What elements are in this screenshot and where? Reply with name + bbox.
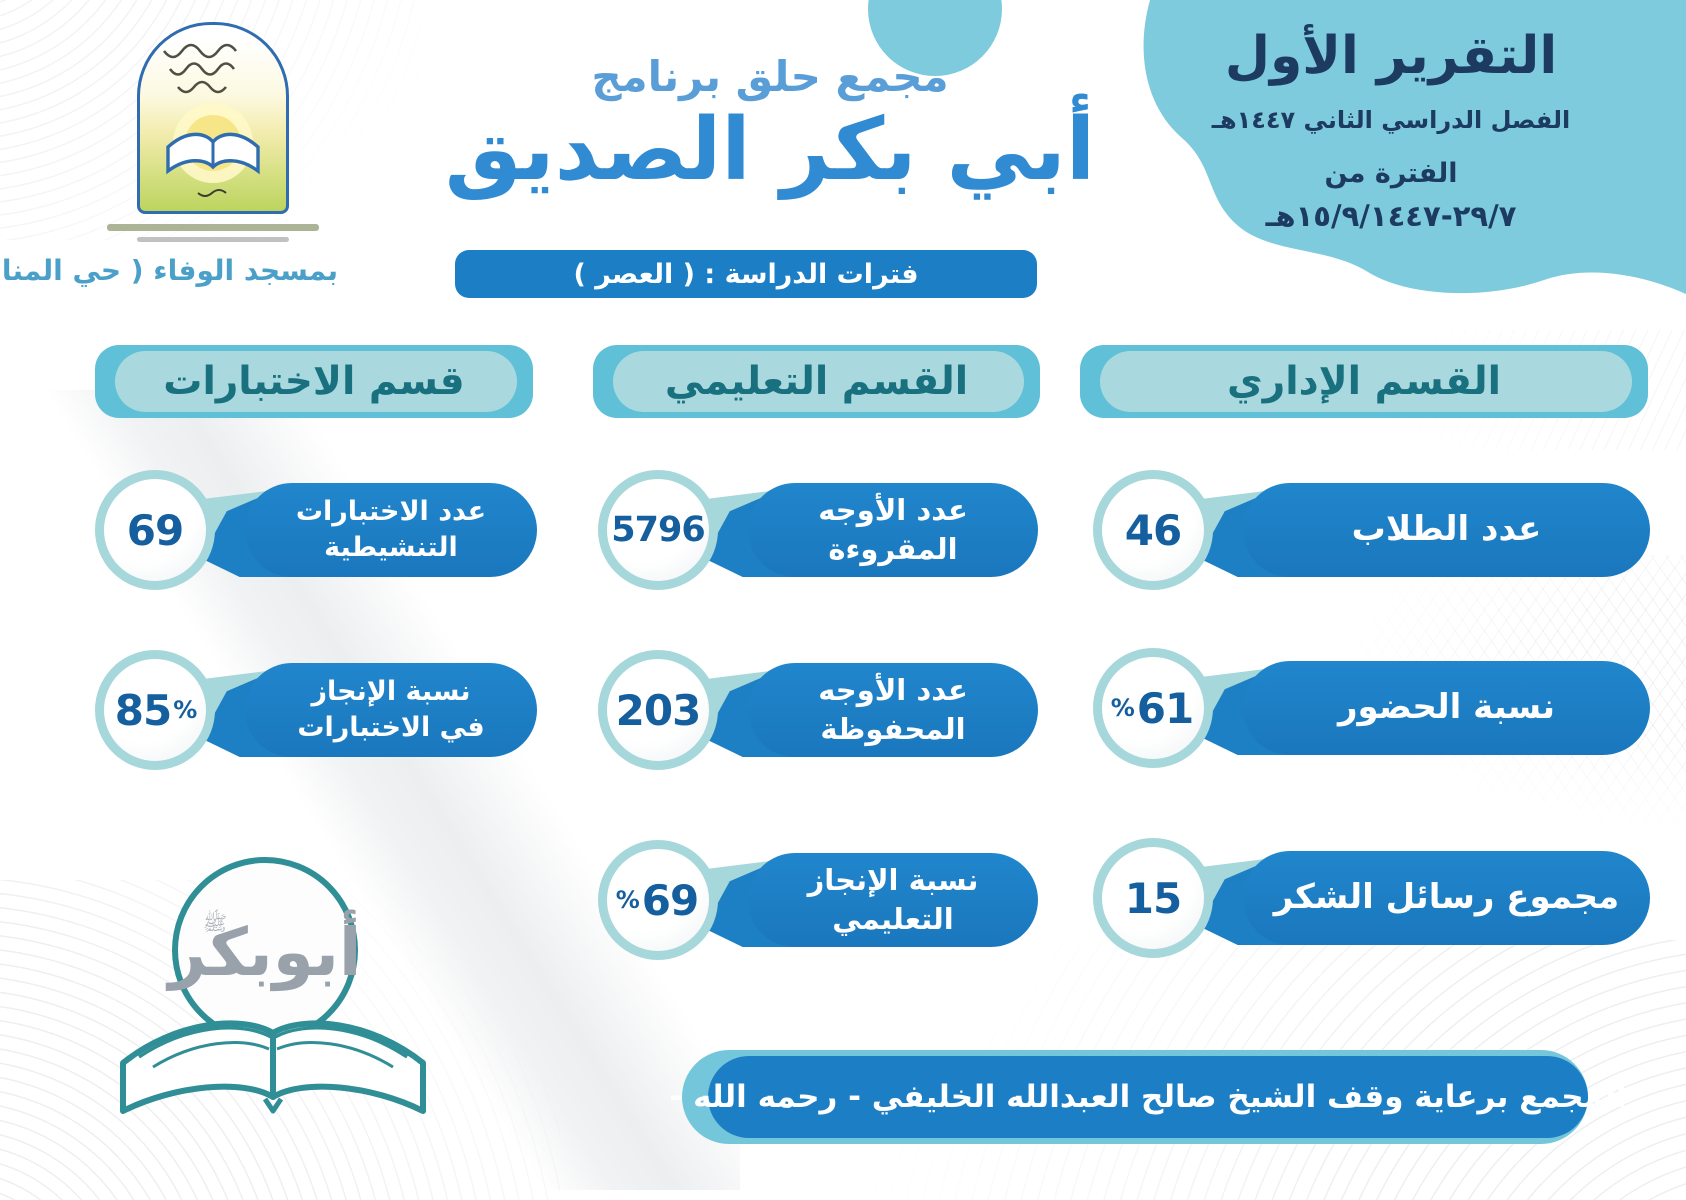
stat-value-circle: 15 xyxy=(1093,838,1213,958)
program-logo-art: أبوبكر ﷺ xyxy=(120,857,426,1114)
section-title-education: القسم التعليمي xyxy=(664,359,969,404)
stat-value-circle: 46 xyxy=(1093,470,1213,590)
association-logo-art xyxy=(162,43,260,197)
stat-pill: عدد الاختبارات التنشيطية xyxy=(245,483,537,577)
section-header-tests: قسم الاختبارات xyxy=(95,345,533,418)
header-blob-shape xyxy=(1143,0,1686,360)
stat-pill: مجموع رسائل الشكر xyxy=(1243,851,1650,945)
stat-label: نسبة الحضور xyxy=(1337,687,1555,728)
program-type: مجمع حلق برنامج xyxy=(591,52,949,101)
stat-label: عدد الأوجه المقروءة xyxy=(818,492,968,566)
stat-label: نسبة الإنجاز التعليمي xyxy=(807,862,979,936)
stat-tests-achievement: نسبة الإنجاز في الاختبارات 85% xyxy=(95,650,537,770)
stat-value-circle: 5796 xyxy=(598,470,718,590)
study-period-text: فترات الدراسة : ( العصر ) xyxy=(573,258,919,290)
program-title-block: مجمع حلق برنامج أبي بكر الصديق xyxy=(420,52,1120,195)
program-logo-calligraphy-small: ﷺ xyxy=(203,909,227,935)
section-title-admin: القسم الإداري xyxy=(1227,359,1501,404)
report-period-dates: ٢٩/٧-١٥/٩/١٤٤٧هـ xyxy=(1265,199,1517,233)
program-logo-calligraphy: أبوبكر xyxy=(165,909,361,992)
stat-thanks-letters: مجموع رسائل الشكر 15 xyxy=(1093,838,1650,958)
study-period-pill: فترات الدراسة : ( العصر ) xyxy=(455,250,1037,298)
stat-label: عدد الاختبارات التنشيطية xyxy=(295,495,487,563)
stat-value-circle: 203 xyxy=(598,650,718,770)
stat-value-circle: % 69 xyxy=(598,840,718,960)
stat-value: 69 xyxy=(641,875,699,925)
stat-pill: نسبة الإنجاز في الاختبارات xyxy=(245,663,537,757)
stat-value-circle: 69 xyxy=(95,470,215,590)
section-title-tests: قسم الاختبارات xyxy=(163,359,465,404)
stat-pill: عدد الطلاب xyxy=(1243,483,1650,577)
stat-students-count: عدد الطلاب 46 xyxy=(1093,470,1650,590)
stat-label: عدد الأوجه المحفوظة xyxy=(818,672,968,746)
program-name: أبي بكر الصديق xyxy=(444,100,1096,200)
stat-attendance-rate: نسبة الحضور % 61 xyxy=(1093,648,1650,768)
stat-value-circle: % 61 xyxy=(1093,648,1213,768)
mosque-name: بمسجد الوفاء ( حي المنار ) xyxy=(0,254,338,287)
percent-sign: % xyxy=(173,696,198,724)
section-header-education: القسم التعليمي xyxy=(593,345,1040,418)
stat-value-circle: 85% xyxy=(95,650,215,770)
report-period-label: الفترة من xyxy=(1324,158,1458,189)
stat-pill: عدد الأوجه المحفوظة xyxy=(748,663,1038,757)
stat-revision-tests-count: عدد الاختبارات التنشيطية 69 xyxy=(95,470,537,590)
report-title: التقرير الأول xyxy=(1224,26,1558,86)
association-fine-print-line1 xyxy=(107,224,319,231)
stat-education-achievement: نسبة الإنجاز التعليمي % 69 xyxy=(598,840,1038,960)
stat-label: مجموع رسائل الشكر xyxy=(1273,877,1620,918)
program-logo-block: أبوبكر ﷺ xyxy=(105,845,455,1145)
report-semester: الفصل الدراسي الثاني ١٤٤٧هـ xyxy=(1211,106,1571,134)
stat-pages-memorized: عدد الأوجه المحفوظة 203 xyxy=(598,650,1038,770)
percent-sign: % xyxy=(1110,694,1135,722)
percent-sign: % xyxy=(615,886,640,914)
report-info-block: التقرير الأول الفصل الدراسي الثاني ١٤٤٧ه… xyxy=(1152,26,1630,233)
stat-value: 69 xyxy=(126,505,184,555)
stat-pill: نسبة الحضور xyxy=(1243,661,1650,755)
stat-value: 203 xyxy=(615,685,702,735)
sponsor-banner: المجمع برعاية وقف الشيخ صالح العبدالله ا… xyxy=(669,1056,1627,1138)
stat-value: 85 xyxy=(114,685,172,735)
stat-label: عدد الطلاب xyxy=(1351,509,1542,550)
stat-label: نسبة الإنجاز في الاختبارات xyxy=(297,675,485,743)
association-logo-arch xyxy=(137,22,289,214)
stat-pill: عدد الأوجه المقروءة xyxy=(748,483,1038,577)
association-logo-block: بمسجد الوفاء ( حي المنار ) xyxy=(0,22,338,287)
stat-value: 5796 xyxy=(611,510,705,550)
stat-value: 61 xyxy=(1136,683,1194,733)
sponsor-text: المجمع برعاية وقف الشيخ صالح العبدالله ا… xyxy=(669,1079,1627,1115)
stat-pill: نسبة الإنجاز التعليمي xyxy=(748,853,1038,947)
section-header-admin: القسم الإداري xyxy=(1080,345,1648,418)
association-fine-print-line2 xyxy=(137,237,289,242)
stat-value: 46 xyxy=(1124,505,1182,555)
stat-value: 15 xyxy=(1124,873,1182,923)
stat-pages-read: عدد الأوجه المقروءة 5796 xyxy=(598,470,1038,590)
